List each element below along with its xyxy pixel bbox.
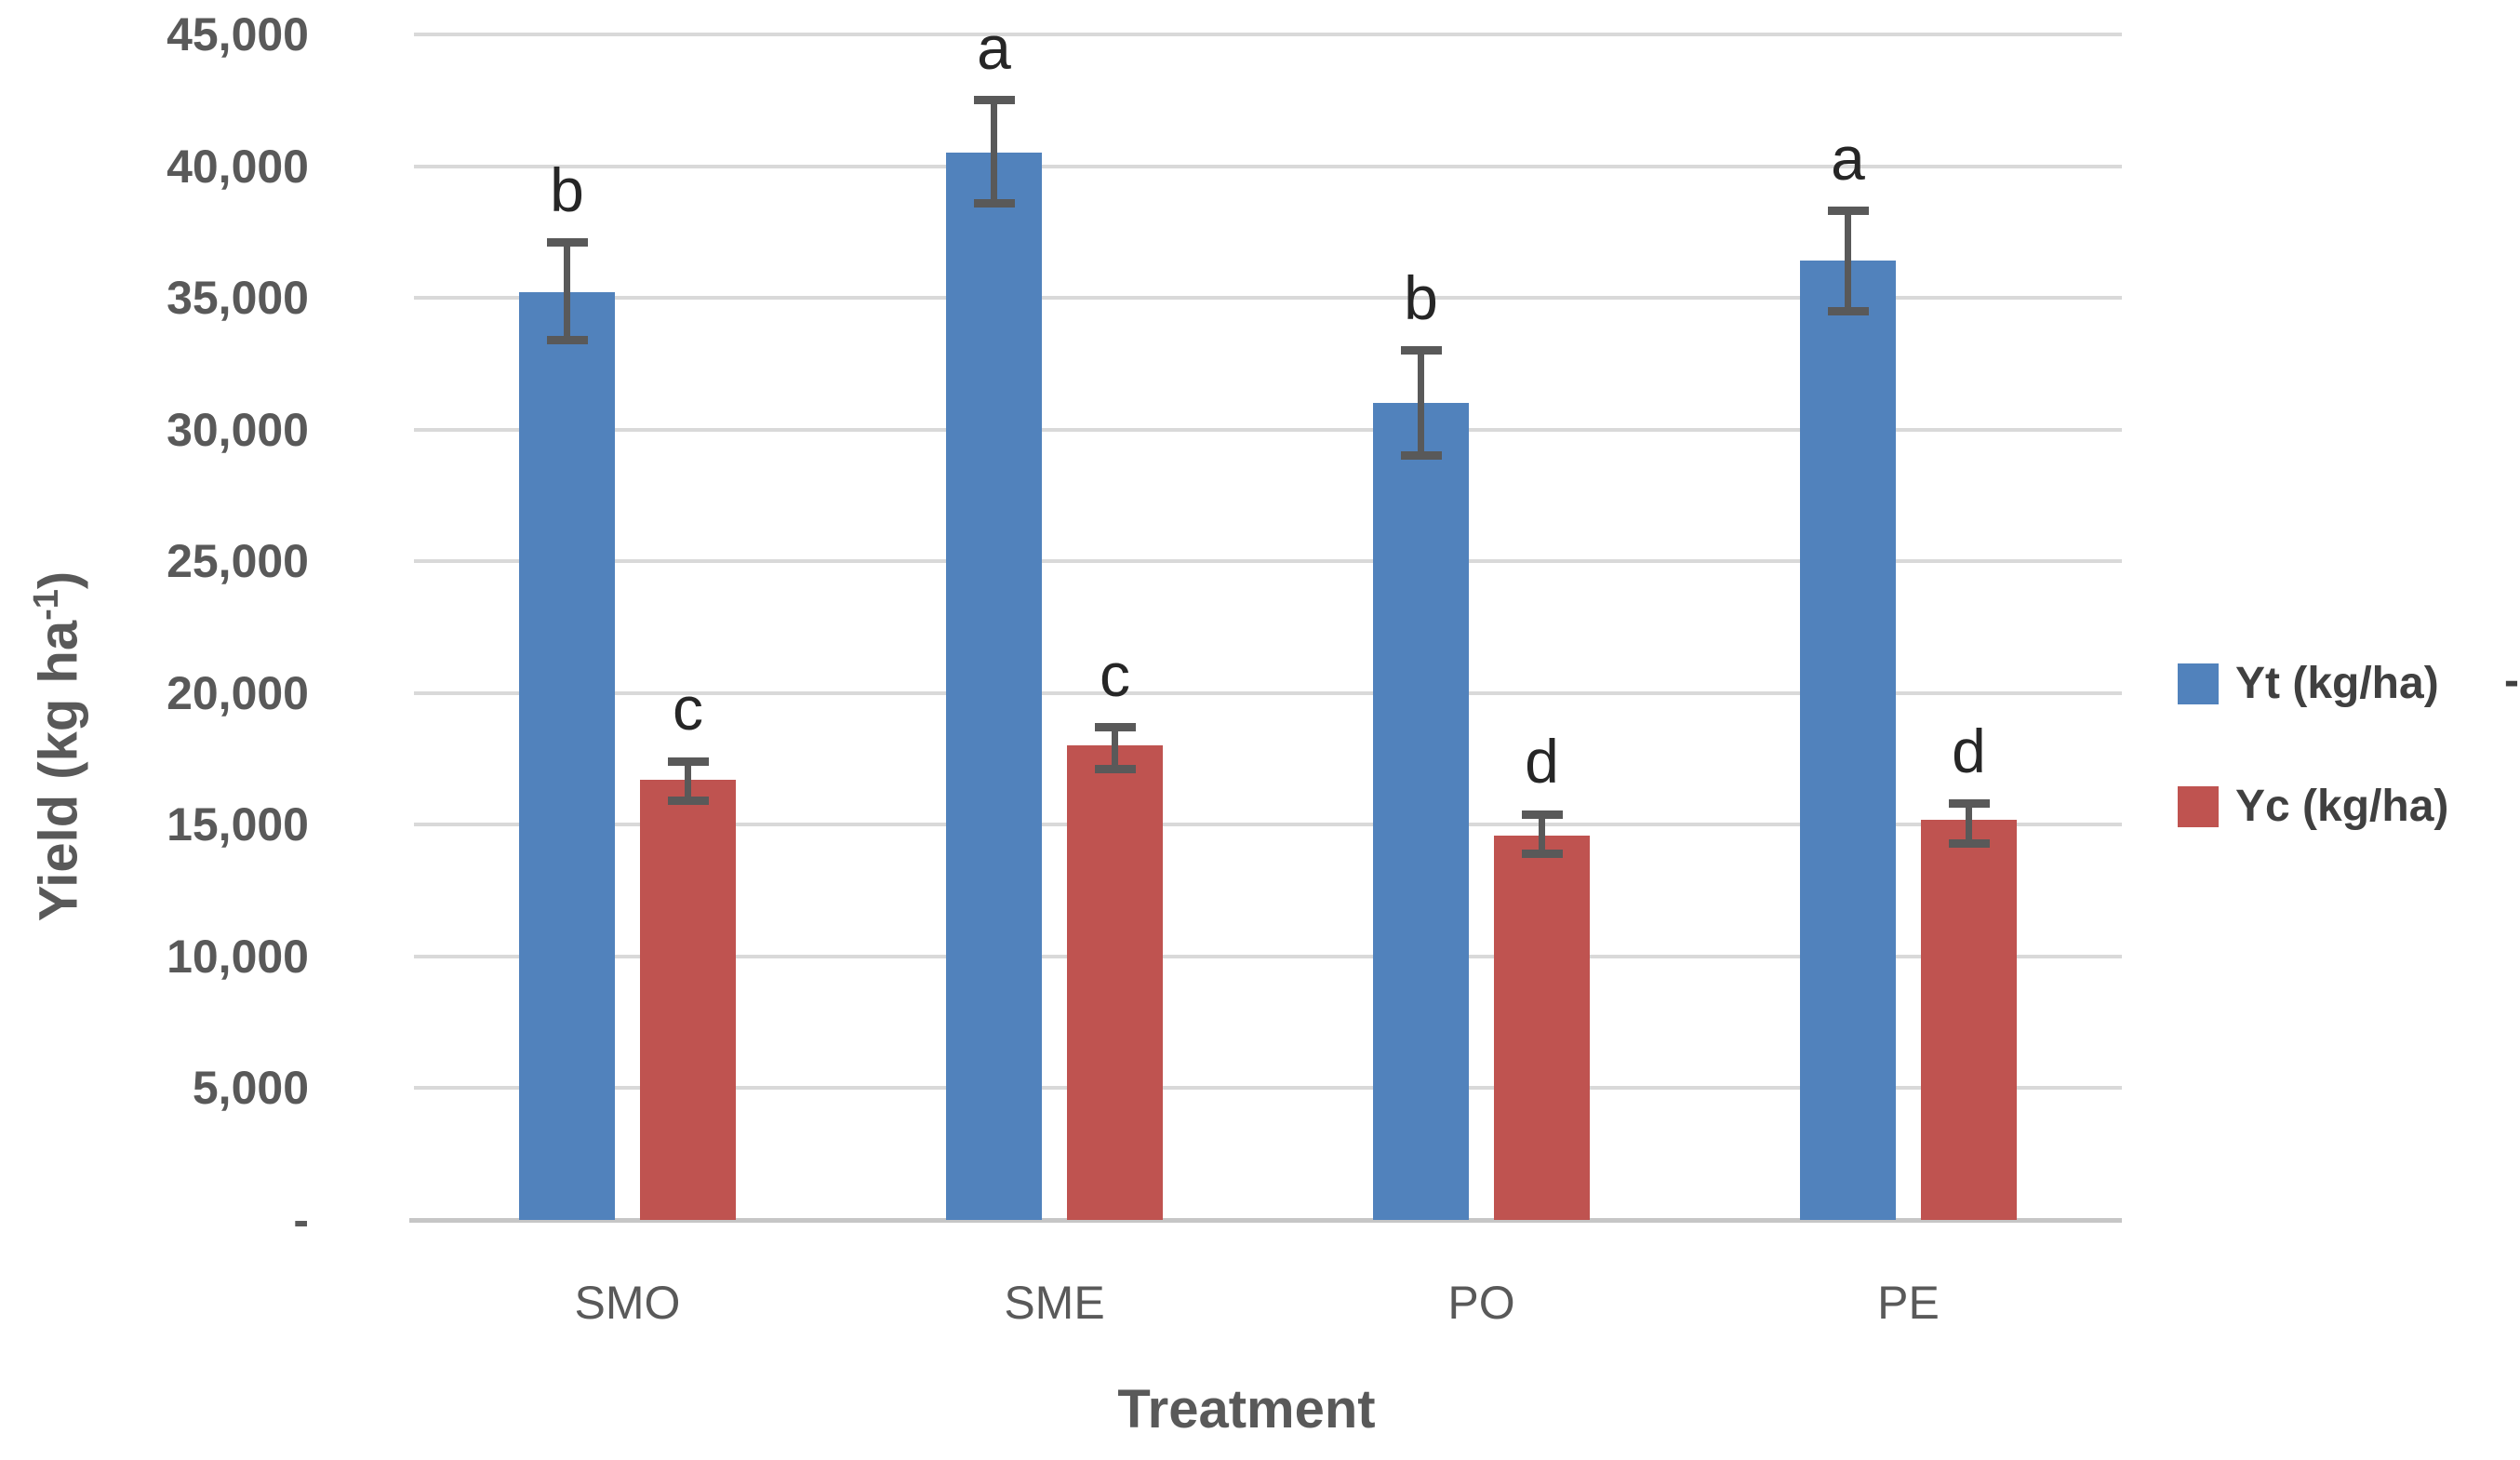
error-bar-cap xyxy=(1827,306,1869,315)
y-tick-label: 10,000 xyxy=(167,930,309,983)
y-tick-label: 40,000 xyxy=(167,140,309,193)
y-axis-title-text: Yield (kg ha xyxy=(28,620,89,922)
sig-letter: a xyxy=(977,12,1011,82)
error-bar-line xyxy=(991,100,997,204)
error-bar-cap xyxy=(1948,799,1990,809)
sig-letter: a xyxy=(1831,123,1865,193)
x-axis-line xyxy=(409,1218,2122,1223)
error-bar-cap xyxy=(973,96,1015,105)
error-bar-cap xyxy=(1521,849,1563,858)
x-tick-label-PO: PO xyxy=(1447,1277,1515,1329)
error-bar-cap xyxy=(667,797,709,806)
sig-letter: c xyxy=(673,674,703,743)
legend-item-yt: Yt (kg/ha) xyxy=(2178,658,2439,709)
error-bar-cap xyxy=(1827,207,1869,216)
gridline xyxy=(414,33,2122,36)
gridline xyxy=(414,427,2122,432)
y-tick-label: 45,000 xyxy=(167,8,309,60)
x-tick-label-SME: SME xyxy=(1004,1277,1105,1329)
legend-trailing-fragment: - xyxy=(2504,656,2519,705)
sig-letter: c xyxy=(1100,639,1130,709)
x-tick-label-SMO: SMO xyxy=(574,1277,681,1329)
gridline xyxy=(414,823,2122,827)
sig-letter: d xyxy=(1952,716,1986,785)
gridline xyxy=(414,954,2122,958)
legend-swatch-yc xyxy=(2178,785,2219,827)
error-bar-line xyxy=(1966,803,1972,844)
error-bar-line xyxy=(1845,210,1851,312)
gridline xyxy=(414,690,2122,695)
gridline xyxy=(414,164,2122,168)
error-bar-cap xyxy=(546,238,588,248)
y-tick-label: - xyxy=(293,1194,309,1246)
x-axis-title: Treatment xyxy=(1117,1379,1376,1440)
gridline xyxy=(414,296,2122,301)
sig-letter: b xyxy=(550,154,584,224)
y-tick-label: 25,000 xyxy=(167,535,309,588)
bar-Yt-PE xyxy=(1800,261,1896,1220)
y-tick-label: 20,000 xyxy=(167,666,309,719)
y-tick-label: 35,000 xyxy=(167,272,309,325)
bar-Yc-SME xyxy=(1067,745,1163,1220)
error-bar-line xyxy=(1539,814,1545,854)
gridline xyxy=(414,559,2122,564)
error-bar-line xyxy=(685,761,691,801)
error-bar-cap xyxy=(546,335,588,344)
bar-Yc-PO xyxy=(1494,835,1590,1220)
error-bar-cap xyxy=(667,757,709,766)
y-tick-label: 5,000 xyxy=(192,1062,309,1115)
y-axis-title-superscript: -1 xyxy=(27,589,66,621)
y-tick-label: 15,000 xyxy=(167,798,309,851)
bar-Yc-SMO xyxy=(640,780,736,1220)
error-bar-cap xyxy=(1400,346,1442,355)
error-bar-cap xyxy=(1094,723,1136,732)
error-bar-line xyxy=(564,242,570,341)
bar-Yt-PO xyxy=(1373,403,1469,1220)
legend-label-yt: Yt (kg/ha) xyxy=(2235,659,2439,708)
gridline xyxy=(414,1086,2122,1091)
error-bar-line xyxy=(1112,727,1118,770)
error-bar-cap xyxy=(973,198,1015,208)
sig-letter: d xyxy=(1525,727,1559,796)
legend-item-yc: Yc (kg/ha) xyxy=(2178,781,2448,832)
x-tick-label-PE: PE xyxy=(1877,1277,1940,1329)
error-bar-cap xyxy=(1094,765,1136,774)
error-bar-cap xyxy=(1948,838,1990,848)
error-bar-cap xyxy=(1521,810,1563,819)
legend-swatch-yt xyxy=(2178,663,2219,704)
error-bar-cap xyxy=(1400,451,1442,461)
bar-Yt-SME xyxy=(946,153,1042,1220)
sig-letter: b xyxy=(1404,262,1438,332)
bar-Yt-SMO xyxy=(519,292,615,1220)
error-bar-line xyxy=(1418,350,1424,456)
y-tick-label: 30,000 xyxy=(167,403,309,456)
legend-label-yc: Yc (kg/ha) xyxy=(2235,782,2449,831)
bar-Yc-PE xyxy=(1921,819,2017,1220)
